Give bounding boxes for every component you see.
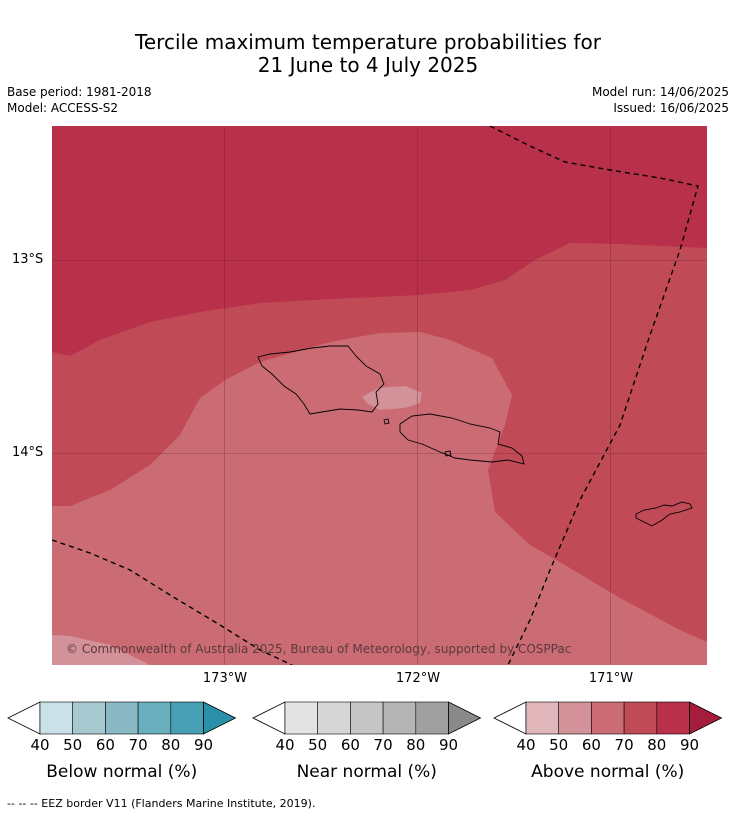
near-colorbar-tick-label: 40 [275,736,295,754]
above-colorbar [493,701,723,735]
eez-border [52,126,699,665]
below-colorbar-tick-label: 80 [161,736,181,754]
below-colorbar-segment [170,701,204,735]
near-colorbar-tick-label: 80 [406,736,426,754]
near-colorbar-tick-label: 70 [373,736,393,754]
near-colorbar-over-arrow [448,701,482,735]
title-line-1: Tercile maximum temperature probabilitie… [135,30,601,54]
lon-label-173w: 173°W [202,671,248,686]
region-50-60-sw [52,635,150,665]
small-island [444,450,452,457]
near-colorbar-tick-label: 90 [438,736,459,754]
graticule [52,126,707,665]
below-colorbar-tick-label: 40 [30,736,50,754]
above-colorbar-segment [558,701,592,735]
below-colorbar-segment [105,701,139,735]
above-colorbar-under-arrow [493,701,527,735]
below-colorbar-tick-label: 60 [95,736,115,754]
model-name: Model: ACCESS-S2 [7,101,119,115]
region-60-70 [52,332,707,665]
near-colorbar-tick-label: 50 [308,736,328,754]
below-colorbar-tick-label: 50 [63,736,83,754]
near-colorbar [252,701,482,735]
above-colorbar-segment [525,701,560,735]
lon-label-172w: 172°W [395,671,441,686]
below-colorbar-label: Below normal (%) [46,762,198,782]
above-colorbar-tick-label: 50 [549,736,569,754]
below-colorbar-over-arrow [203,701,237,735]
above-colorbar-segment [623,701,658,735]
probability-field [52,126,707,665]
copyright-notice: © Commonwealth of Australia 2025, Bureau… [66,642,572,656]
title-line-2: 21 June to 4 July 2025 [257,53,479,77]
region-50-60 [362,386,422,410]
below-colorbar-tick-label: 90 [193,736,214,754]
above-colorbar-segment [591,701,625,735]
below-colorbar-segment [72,701,106,735]
savaii-island [257,345,385,415]
map-title: Tercile maximum temperature probabilitie… [0,31,736,77]
above-colorbar-tick-label: 70 [614,736,634,754]
above-colorbar-segment [656,701,690,735]
colorbars [7,701,723,735]
near-colorbar-segment [284,701,319,735]
meta-left: Base period: 1981-2018 Model: ACCESS-S2 [7,84,152,116]
meta-right: Model run: 14/06/2025 Issued: 16/06/2025 [592,84,729,116]
eez-footnote: -- -- -- EEZ border V11 (Flanders Marine… [7,797,316,810]
lat-label-14s: 14°S [12,445,44,460]
near-colorbar-segment [382,701,417,735]
near-colorbar-under-arrow [252,701,286,735]
below-colorbar-segment [137,701,172,735]
lon-label-171w: 171°W [588,671,634,686]
above-colorbar-tick-label: 90 [679,736,700,754]
above-colorbar-label: Above normal (%) [531,762,685,782]
tutuila-island [635,501,693,527]
near-colorbar-segment [350,701,384,735]
near-colorbar-label: Near normal (%) [296,762,437,782]
manono-island [383,418,390,425]
below-colorbar [7,701,237,735]
issued-date: Issued: 16/06/2025 [613,101,729,115]
above-colorbar-over-arrow [689,701,723,735]
model-run: Model run: 14/06/2025 [591,85,729,99]
below-colorbar-tick-label: 70 [128,736,148,754]
above-colorbar-tick-label: 80 [647,736,667,754]
near-colorbar-tick-label: 60 [340,736,360,754]
near-colorbar-segment [317,701,351,735]
coastlines [257,345,693,527]
above-colorbar-tick-label: 60 [581,736,601,754]
above-colorbar-tick-label: 40 [516,736,536,754]
near-colorbar-segment [415,701,449,735]
lat-label-13s: 13°S [12,252,44,267]
below-colorbar-under-arrow [7,701,41,735]
below-colorbar-segment [39,701,74,735]
base-period: Base period: 1981-2018 [7,85,152,99]
upolu-island [399,413,525,465]
